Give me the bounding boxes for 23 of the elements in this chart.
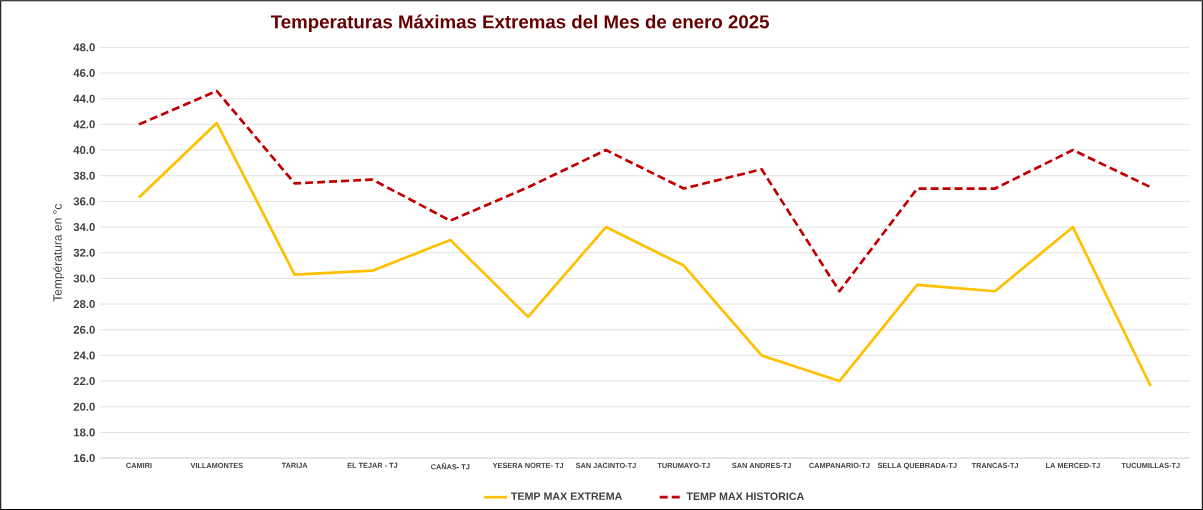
legend-label: TEMP MAX EXTREMA xyxy=(511,492,623,500)
y-tick-label: 28.0 xyxy=(73,300,95,309)
y-tick-label: 16.0 xyxy=(73,454,95,463)
y-tick-label: 26.0 xyxy=(73,325,95,334)
y-tick-label: 30.0 xyxy=(73,274,95,283)
y-tick-label: 18.0 xyxy=(73,428,95,437)
y-tick-label: 22.0 xyxy=(73,377,95,386)
y-tick-label: 48.0 xyxy=(73,43,95,52)
y-tick-label: 38.0 xyxy=(73,171,95,180)
y-tick-label: 34.0 xyxy=(73,222,95,232)
y-tick-label: 32.0 xyxy=(73,248,95,257)
y-tick-label: 24.0 xyxy=(73,351,95,360)
chart-title: Temperaturas Máximas Extremas del Mes de enero 2025 xyxy=(270,14,769,33)
y-tick-label: 42.0 xyxy=(73,120,95,129)
y-tick-label: 36.0 xyxy=(73,197,95,206)
line-series xyxy=(137,121,1153,388)
line-series xyxy=(137,89,1153,293)
y-tick-label: 20.0 xyxy=(73,402,95,411)
legend-label: TEMP MAX HISTORICA xyxy=(686,492,804,500)
y-axis-title: Températura en °c xyxy=(52,203,65,302)
y-tick-label: 46.0 xyxy=(73,68,95,77)
y-tick-label: 40.0 xyxy=(73,145,95,154)
y-tick-label: 44.0 xyxy=(73,94,95,103)
